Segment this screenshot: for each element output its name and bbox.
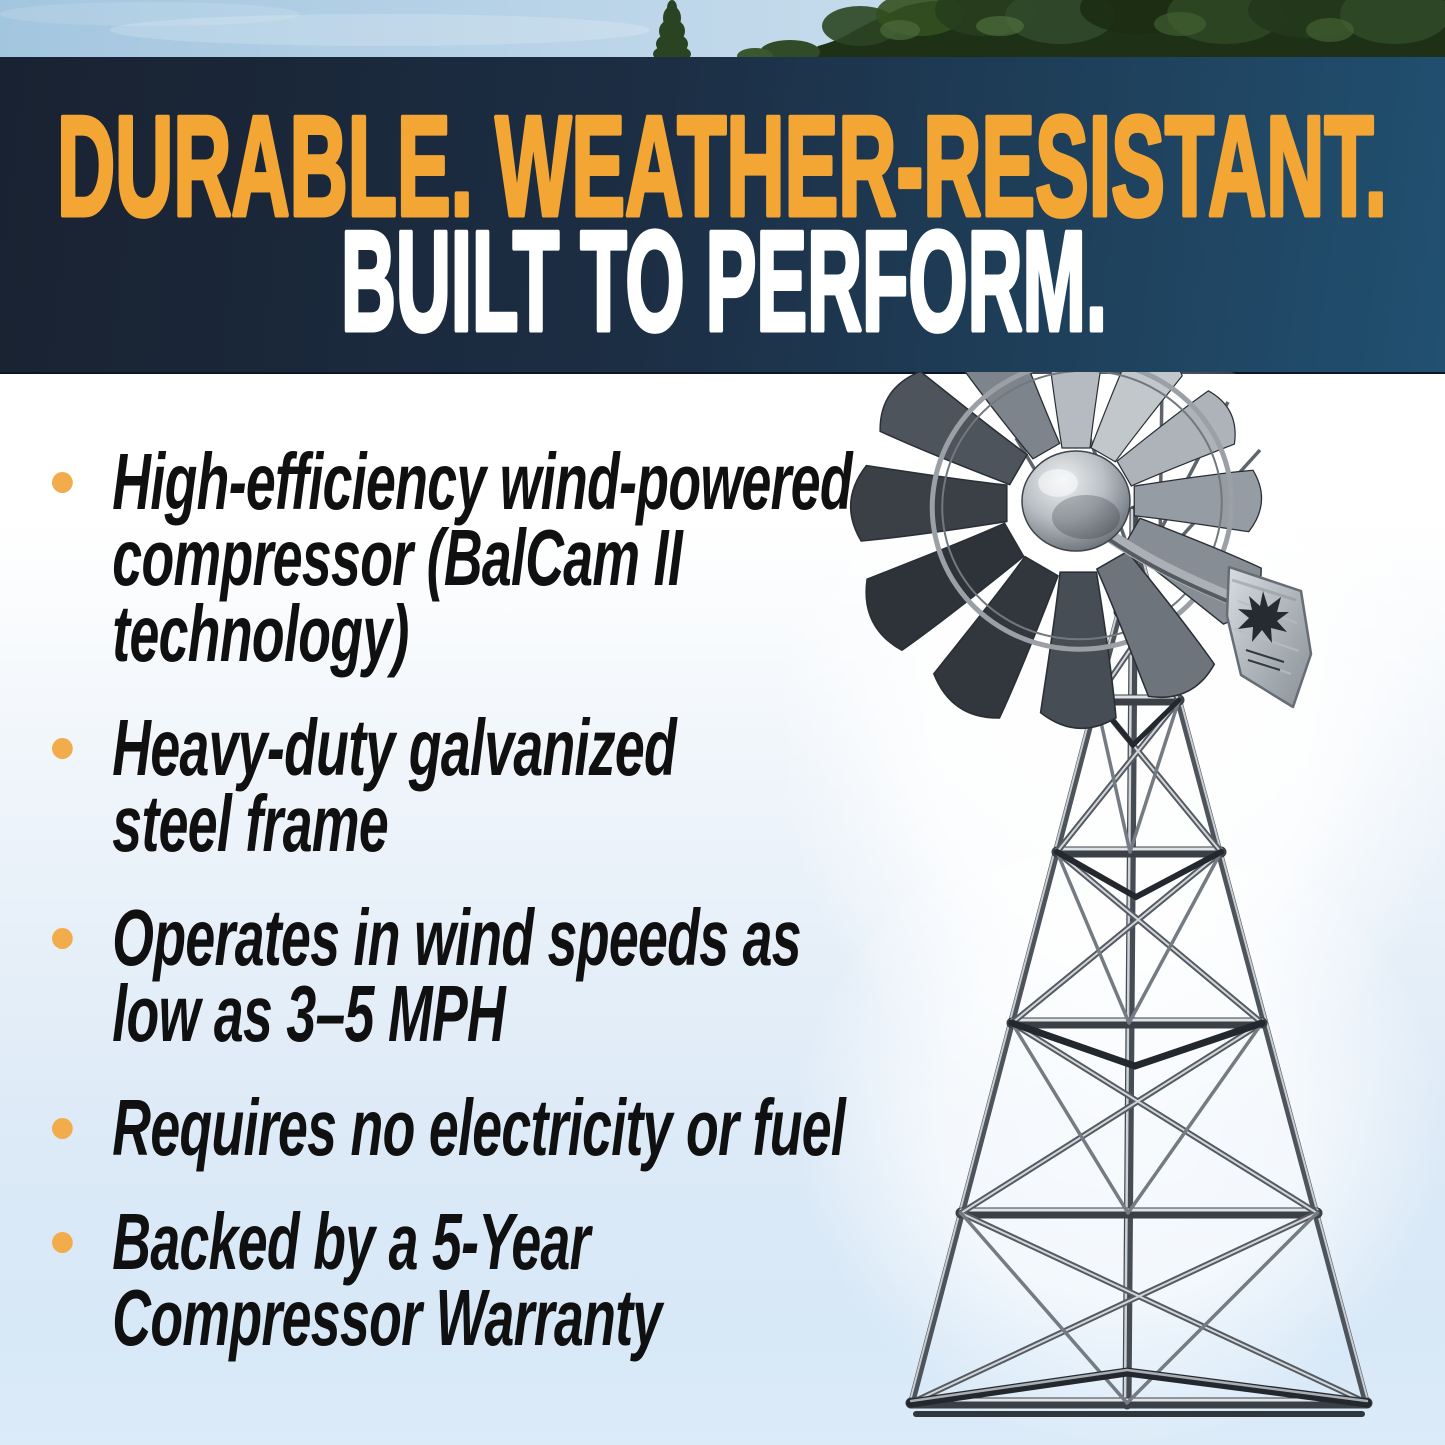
bullet-icon <box>52 738 73 759</box>
tower-base-brace <box>906 1367 1372 1408</box>
trees <box>808 0 1445 57</box>
vane-logo-decal <box>1238 591 1289 671</box>
feature-item: Heavy-duty galvanized steel frame <box>50 703 988 868</box>
bullet-icon <box>52 1232 73 1253</box>
rotor-rim <box>929 372 1235 652</box>
tail-vane <box>1225 565 1313 709</box>
windmill-photo: Galvanized steel windmill aeration tower <box>775 372 1445 1445</box>
feature-line: High-efficiency wind-powered <box>112 437 852 526</box>
feature-line: Requires no electricity or fuel <box>112 1083 846 1172</box>
tower-inner-diagonals <box>959 698 1319 1405</box>
bullet-icon <box>52 1118 73 1139</box>
cloud <box>110 14 650 46</box>
feature-item: Operates in wind speeds as low as 3–5 MP… <box>50 893 988 1058</box>
feature-list: High-efficiency wind-powered compressor … <box>50 437 988 1394</box>
conifer-tree <box>653 0 691 57</box>
rotor-hub <box>1021 450 1131 552</box>
sky-photo-strip <box>0 0 1445 57</box>
bullet-icon <box>52 472 73 493</box>
rotor <box>849 372 1313 730</box>
feature-line: low as 3–5 MPH <box>112 969 506 1058</box>
bullet-icon <box>52 928 73 949</box>
feature-item: Requires no electricity or fuel <box>50 1083 988 1172</box>
feature-line: Backed by a 5-Year <box>112 1197 590 1286</box>
feature-line: Operates in wind speeds as <box>112 893 801 982</box>
feature-line: Heavy-duty galvanized <box>112 703 677 792</box>
feature-item: Backed by a 5-Year Compressor Warranty <box>50 1197 988 1362</box>
headline-line1: DURABLE. WEATHER-RESISTANT. <box>57 87 1387 246</box>
headline-line2: BUILT TO PERFORM. <box>341 202 1107 361</box>
feature-line: compressor (BalCam II <box>112 513 683 602</box>
feature-item: High-efficiency wind-powered compressor … <box>50 437 988 678</box>
bush <box>737 40 820 57</box>
feature-line: technology) <box>112 589 409 678</box>
cloud <box>0 2 300 26</box>
feature-line: steel frame <box>112 779 388 868</box>
feature-line: Compressor Warranty <box>112 1273 662 1362</box>
headline-banner: DURABLE. WEATHER-RESISTANT. BUILT TO PER… <box>0 57 1445 374</box>
